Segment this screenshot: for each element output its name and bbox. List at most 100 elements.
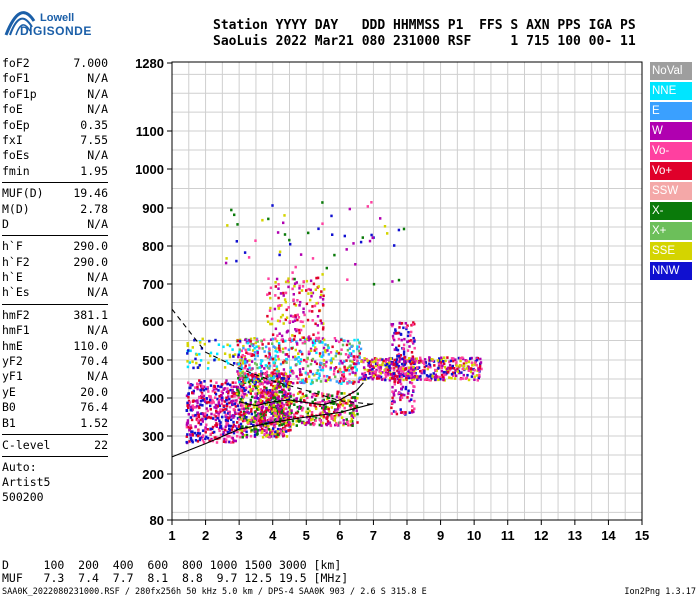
echo-point: [289, 415, 293, 419]
echo-point: [275, 277, 279, 281]
param-value: N/A: [87, 323, 108, 338]
echo-point: [332, 402, 335, 405]
echo-point: [282, 373, 285, 376]
echo-point: [300, 373, 303, 376]
echo-point: [231, 381, 234, 384]
echo-point: [250, 428, 253, 432]
echo-point: [326, 416, 329, 419]
echo-point: [190, 426, 193, 430]
echo-point: [398, 360, 401, 363]
echo-point: [270, 407, 273, 411]
echo-point: [269, 338, 273, 341]
echo-point: [409, 367, 413, 370]
echo-point: [344, 377, 347, 381]
echo-point: [303, 313, 306, 317]
echo-point: [412, 321, 415, 324]
echo-point: [336, 390, 339, 394]
echo-point: [194, 425, 197, 428]
echo-point: [258, 366, 261, 369]
echo-point: [342, 370, 345, 374]
echo-point: [279, 428, 282, 431]
echo-point: [404, 411, 407, 414]
echo-point: [390, 377, 394, 380]
echo-point: [278, 375, 281, 378]
echo-point: [208, 398, 212, 402]
echo-point: [326, 344, 330, 347]
echo-point: [303, 340, 307, 343]
echo-point: [188, 361, 191, 364]
echo-point: [258, 398, 261, 401]
echo-point: [224, 381, 227, 385]
echo-point: [236, 370, 239, 373]
echo-point: [293, 302, 296, 306]
echo-point: [277, 287, 280, 290]
echo-point: [350, 345, 353, 348]
echo-point: [384, 358, 388, 361]
echo-point: [415, 357, 418, 360]
echo-point: [216, 397, 219, 401]
echo-point: [232, 431, 236, 435]
echo-point: [247, 407, 250, 410]
echo-point: [245, 403, 248, 406]
echo-point: [399, 368, 402, 371]
echo-point: [205, 413, 209, 417]
echo-point: [245, 419, 248, 422]
echo-point: [329, 378, 332, 382]
echo-point: [317, 227, 320, 231]
echo-point: [228, 353, 231, 357]
legend-item: Vo-: [650, 142, 692, 160]
echo-point: [338, 396, 341, 400]
x-tick-label: 10: [467, 528, 481, 543]
echo-point: [326, 414, 329, 418]
echo-point: [272, 375, 276, 378]
echo-point: [273, 425, 277, 429]
echo-point: [295, 411, 299, 415]
echo-point: [279, 430, 283, 433]
echo-point: [306, 407, 310, 411]
echo-point: [321, 421, 325, 425]
echo-point: [271, 388, 274, 392]
echo-point: [203, 385, 206, 389]
echo-point: [250, 407, 253, 411]
echo-point: [316, 324, 319, 327]
echo-point: [301, 341, 304, 345]
echo-point: [236, 223, 239, 226]
echo-point: [249, 337, 253, 341]
echo-point: [281, 388, 284, 392]
echo-point: [343, 406, 346, 410]
echo-point: [251, 344, 255, 347]
echo-point: [399, 358, 402, 361]
echo-point: [469, 370, 473, 374]
echo-point: [211, 427, 214, 431]
param-value: 70.4: [80, 354, 108, 369]
echo-point: [318, 423, 321, 427]
echo-point: [236, 388, 239, 392]
echo-point: [200, 393, 204, 397]
echo-point: [301, 415, 304, 418]
echo-point: [294, 328, 297, 331]
echo-point: [259, 374, 262, 378]
echo-point: [212, 401, 215, 404]
echo-point: [200, 347, 204, 350]
echo-point: [340, 377, 343, 380]
echo-point: [186, 360, 189, 363]
echo-point: [255, 375, 258, 378]
echo-point: [379, 217, 382, 220]
param-value: 290.0: [73, 254, 108, 269]
echo-point: [196, 382, 199, 385]
echo-point: [291, 334, 294, 337]
echo-point: [286, 396, 289, 399]
echo-point: [277, 415, 281, 418]
echo-point: [285, 379, 288, 383]
echo-point: [327, 407, 330, 411]
echo-point: [241, 419, 245, 423]
echo-point: [222, 388, 225, 391]
echo-point: [293, 319, 297, 322]
echo-point: [208, 394, 211, 398]
echo-point: [214, 418, 217, 422]
echo-point: [435, 376, 438, 379]
echo-point: [276, 430, 279, 433]
echo-point: [367, 361, 370, 365]
echo-point: [263, 388, 266, 392]
echo-point: [301, 379, 304, 382]
